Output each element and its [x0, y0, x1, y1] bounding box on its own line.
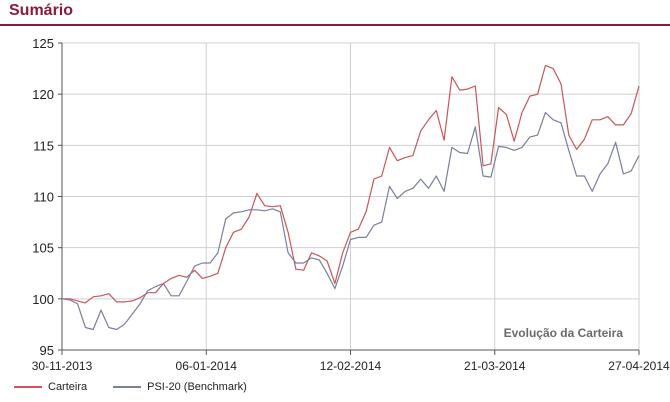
x-tick-label: 21-03-2014: [464, 359, 526, 373]
grid-lines: [61, 42, 640, 351]
y-tick-label: 115: [33, 138, 54, 153]
x-tick-label: 12-02-2014: [320, 359, 382, 373]
series-line-psi20: [61, 111, 640, 331]
title-underline: [0, 24, 670, 26]
y-tick-label: 120: [32, 87, 54, 102]
y-tick-label: 105: [32, 241, 54, 256]
legend-label-carteira: Carteira: [48, 381, 88, 393]
chart-legend: Carteira PSI-20 (Benchmark): [14, 381, 247, 393]
legend-item-carteira[interactable]: Carteira: [14, 381, 87, 393]
series-line-carteira: [62, 64, 640, 304]
series-lines: [61, 64, 640, 331]
y-tick-label: 110: [33, 190, 54, 205]
legend-label-psi20: PSI-20 (Benchmark): [147, 381, 247, 393]
y-tick-label: 125: [32, 36, 54, 51]
legend-swatch-psi20: [113, 386, 142, 388]
legend-item-psi20[interactable]: PSI-20 (Benchmark): [113, 381, 247, 393]
x-tick-label: 06-01-2014: [176, 359, 238, 373]
legend-swatch-carteira: [14, 386, 42, 388]
page-title: Sumário: [9, 2, 74, 19]
y-tick-label: 95: [40, 343, 54, 358]
chart-title: Evolução da Carteira: [504, 326, 624, 340]
x-tick-label: 27-04-2014: [608, 359, 670, 373]
y-tick-label: 100: [32, 292, 54, 307]
x-tick-label: 30-11-2013: [32, 359, 93, 373]
